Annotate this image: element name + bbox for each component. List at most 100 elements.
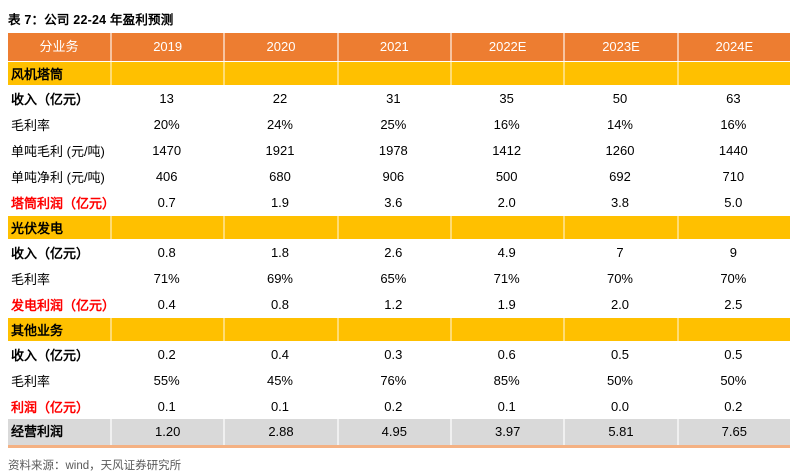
cell-value: 16%	[493, 116, 520, 132]
source-note: 资料来源：wind，天风证券研究所	[8, 460, 182, 472]
cell-value: 70%	[720, 270, 747, 286]
section-empty-cell	[450, 216, 563, 239]
cell-value: 0.7	[157, 194, 176, 210]
row-label: 毛利率	[11, 271, 51, 287]
cell-value: 25%	[380, 116, 407, 132]
column-header-2019: 2019	[110, 33, 223, 61]
cell-value: 692	[609, 168, 631, 184]
cell-value: 2.5	[724, 296, 743, 312]
table-row: 毛利率 55% 45% 76% 85% 50% 50%	[8, 367, 790, 393]
column-header-2024e: 2024E	[676, 33, 790, 61]
cell-value: 20%	[153, 116, 180, 132]
cell-value: 5.0	[724, 194, 743, 210]
cell-value: 0.0	[610, 398, 630, 414]
row-label: 收入（亿元）	[11, 347, 90, 363]
cell-value: 0.1	[497, 398, 516, 414]
total-value: 7.65	[676, 419, 790, 445]
cell-value: 2.6	[384, 244, 403, 260]
column-header-segment: 分业务	[39, 39, 79, 54]
section-empty-cell	[110, 216, 223, 239]
table-row: 收入（亿元） 0.8 1.8 2.6 4.9 7 9	[8, 239, 790, 265]
table-row: 塔筒利润（亿元） 0.7 1.9 3.6 2.0 3.8 5.0	[8, 189, 790, 215]
section-header-row: 其他业务	[8, 318, 790, 341]
cell-value: 0.4	[270, 346, 290, 362]
cell-value: 0.2	[724, 398, 743, 414]
cell-value: 0.2	[157, 346, 176, 362]
section-title: 其他业务	[11, 323, 64, 338]
column-header-2022e: 2022E	[450, 33, 563, 61]
cell-value: 680	[269, 168, 291, 184]
cell-value: 31	[386, 90, 401, 106]
table-title: 表 7：公司 22-24 年盈利预测	[8, 13, 174, 27]
total-value: 1.20	[110, 419, 223, 445]
section-empty-cell	[336, 318, 450, 341]
cell-value: 16%	[720, 116, 747, 132]
row-label: 毛利率	[11, 117, 51, 133]
cell-value: 0.6	[497, 346, 516, 362]
table-row: 单吨毛利 (元/吨) 1470 1921 1978 1412 1260 1440	[8, 137, 790, 163]
row-label: 毛利率	[11, 373, 51, 389]
cell-value: 1.9	[497, 296, 516, 312]
table-row: 发电利润（亿元） 0.4 0.8 1.2 1.9 2.0 2.5	[8, 291, 790, 317]
section-empty-cell	[676, 318, 790, 341]
column-header-2021: 2021	[336, 33, 450, 61]
section-empty-cell	[336, 216, 450, 239]
cell-value: 0.1	[270, 398, 290, 414]
section-empty-cell	[110, 62, 223, 85]
cell-value: 1440	[718, 142, 748, 158]
section-empty-cell	[223, 216, 336, 239]
cell-value: 3.8	[610, 194, 630, 210]
row-label: 塔筒利润（亿元）	[11, 195, 110, 211]
cell-value: 76%	[380, 372, 407, 388]
section-empty-cell	[563, 216, 676, 239]
section-empty-cell	[563, 318, 676, 341]
section-empty-cell	[223, 62, 336, 85]
cell-value: 45%	[266, 372, 293, 388]
table-row: 收入（亿元） 0.2 0.4 0.3 0.6 0.5 0.5	[8, 341, 790, 367]
cell-value: 406	[155, 168, 178, 184]
row-label: 单吨净利 (元/吨)	[11, 169, 105, 185]
total-row-label: 经营利润	[11, 424, 64, 439]
row-label: 利润（亿元）	[11, 399, 90, 415]
table-row: 利润（亿元） 0.1 0.1 0.2 0.1 0.0 0.2	[8, 393, 790, 419]
total-value: 2.88	[223, 419, 336, 445]
section-empty-cell	[676, 62, 790, 85]
cell-value: 0.4	[157, 296, 176, 312]
cell-value: 4.9	[497, 244, 516, 260]
cell-value: 35	[499, 90, 514, 106]
cell-value: 710	[722, 168, 745, 184]
row-label: 收入（亿元）	[11, 245, 90, 261]
cell-value: 2.0	[610, 296, 630, 312]
total-value: 4.95	[336, 419, 450, 445]
cell-value: 63	[726, 90, 741, 106]
cell-value: 0.8	[157, 244, 176, 260]
cell-value: 0.5	[610, 346, 630, 362]
cell-value: 24%	[266, 116, 293, 132]
section-title: 光伏发电	[11, 221, 64, 236]
total-value: 3.97	[450, 419, 563, 445]
section-empty-cell	[676, 216, 790, 239]
column-header-2023e: 2023E	[563, 33, 676, 61]
total-value: 5.81	[563, 419, 676, 445]
cell-value: 1.8	[270, 244, 290, 260]
section-empty-cell	[563, 62, 676, 85]
cell-value: 71%	[153, 270, 180, 286]
cell-value: 14%	[606, 116, 633, 132]
section-empty-cell	[336, 62, 450, 85]
cell-value: 1470	[152, 142, 182, 158]
cell-value: 1921	[265, 142, 295, 158]
cell-value: 1978	[378, 142, 408, 158]
cell-value: 1.2	[384, 296, 403, 312]
cell-value: 3.6	[384, 194, 403, 210]
section-header-row: 风机塔筒	[8, 62, 790, 85]
cell-value: 906	[382, 168, 405, 184]
section-title: 风机塔筒	[11, 67, 64, 82]
total-row: 经营利润 1.20 2.88 4.95 3.97 5.81 7.65	[8, 419, 790, 448]
row-label: 单吨毛利 (元/吨)	[11, 143, 105, 159]
row-label: 收入（亿元）	[11, 91, 90, 107]
cell-value: 0.2	[384, 398, 403, 414]
cell-value: 22	[272, 90, 288, 106]
cell-value: 9	[729, 244, 737, 260]
section-empty-cell	[223, 318, 336, 341]
cell-value: 71%	[493, 270, 520, 286]
